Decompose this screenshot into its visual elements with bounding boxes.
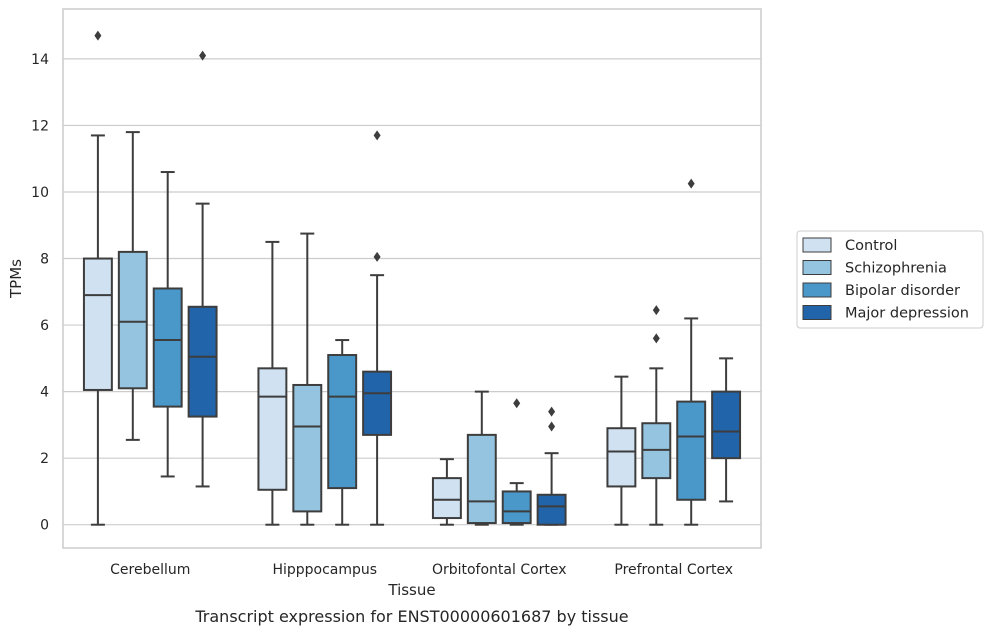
x-tick-labels: Cerebellum Hipppocampus Orbitofontal Corte… xyxy=(110,562,733,578)
box-iqr xyxy=(362,370,393,436)
box-3-3 xyxy=(711,357,742,503)
outlier-point xyxy=(687,178,695,189)
box-iqr xyxy=(257,367,288,491)
legend-swatch xyxy=(802,305,832,320)
y-tick-label: 12 xyxy=(31,118,49,134)
box-2-3 xyxy=(536,406,567,526)
x-tick-label: Hipppocampus xyxy=(272,562,377,578)
legend-swatch xyxy=(802,237,832,253)
x-tick-label: Prefrontal Cortex xyxy=(614,562,733,578)
outlier-point xyxy=(652,333,660,344)
box-iqr xyxy=(187,305,218,418)
box-iqr xyxy=(117,250,148,390)
outlier-point xyxy=(548,406,556,417)
box-2-2 xyxy=(501,398,532,526)
y-tick-label: 14 xyxy=(31,52,49,68)
box-0-2 xyxy=(152,171,183,478)
y-tick-label: 8 xyxy=(40,252,49,268)
box-iqr xyxy=(676,400,707,501)
y-tick-label: 10 xyxy=(31,185,49,201)
box-3-2 xyxy=(676,178,707,526)
box-iqr xyxy=(431,477,462,520)
legend-item: Major depression xyxy=(802,305,969,322)
box-1-2 xyxy=(327,339,358,526)
outlier-point xyxy=(548,421,556,432)
box-2-0 xyxy=(431,458,462,526)
box-iqr xyxy=(711,390,742,460)
box-1-1 xyxy=(292,232,323,526)
legend-label: Major depression xyxy=(845,306,969,322)
box-iqr xyxy=(82,257,113,391)
plot-frame xyxy=(62,8,762,549)
legend-swatch xyxy=(802,282,832,298)
legend-label: Bipolar disorder xyxy=(845,283,960,299)
outlier-point xyxy=(373,130,381,141)
box-1-0 xyxy=(257,240,288,526)
box-2-1 xyxy=(466,390,497,526)
box-0-1 xyxy=(117,131,148,441)
box-iqr xyxy=(466,433,497,525)
legend-label: Control xyxy=(845,238,897,254)
outlier-point xyxy=(199,50,207,61)
outlier-point xyxy=(373,251,381,262)
box-iqr xyxy=(152,287,183,408)
chart-caption: Transcript expression for ENST0000060168… xyxy=(194,607,628,626)
x-tick-label: Orbitofontal Cortex xyxy=(432,562,567,578)
legend-item: Bipolar disorder xyxy=(802,282,960,299)
x-tick-label: Cerebellum xyxy=(110,562,190,578)
box-3-0 xyxy=(606,375,637,526)
outlier-point xyxy=(513,398,521,409)
y-tick-label: 4 xyxy=(40,385,49,401)
legend-frame xyxy=(796,230,984,329)
box-1-3 xyxy=(362,130,393,526)
outlier-point xyxy=(94,30,102,41)
legend-label: Schizophrenia xyxy=(845,261,947,277)
legend-item: Schizophrenia xyxy=(802,260,947,277)
boxes xyxy=(82,30,742,526)
box-3-1 xyxy=(641,305,672,526)
box-0-0 xyxy=(82,30,113,526)
box-iqr xyxy=(606,427,637,488)
outlier-point xyxy=(652,305,660,316)
y-tick-label: 2 xyxy=(40,451,49,467)
y-axis-label: TPMs xyxy=(7,259,25,299)
y-tick-label: 6 xyxy=(40,318,49,334)
box-0-3 xyxy=(187,50,218,488)
y-tick-label: 0 xyxy=(40,518,49,534)
box-iqr xyxy=(292,383,323,513)
legend-swatch xyxy=(802,260,832,275)
legend: Control Schizophrenia Bipolar disorder Majo… xyxy=(796,230,984,329)
box-iqr xyxy=(501,490,532,525)
legend-item: Control xyxy=(802,237,897,254)
box-iqr xyxy=(536,493,567,526)
y-tick-labels: 0 2 4 6 8 10 12 14 xyxy=(31,52,49,534)
x-axis-label: Tissue xyxy=(387,581,435,599)
box-iqr xyxy=(327,354,358,490)
